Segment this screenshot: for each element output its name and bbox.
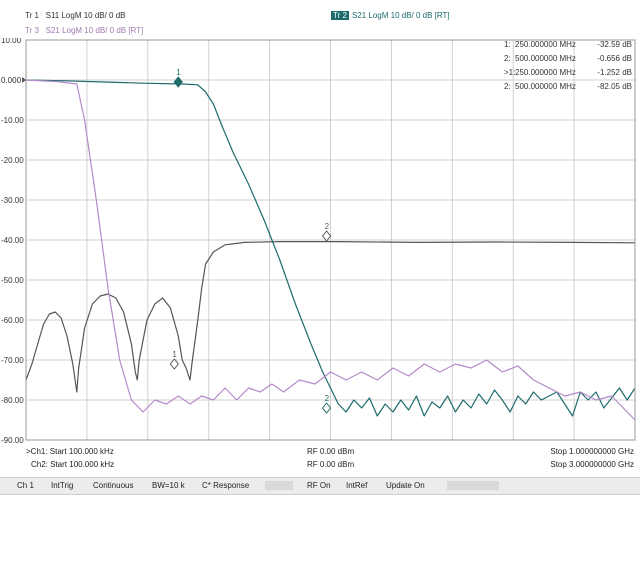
- marker-label: 2: [325, 394, 330, 403]
- ch1-stop-freq: Stop 1.000000000 GHz: [550, 447, 634, 456]
- marker-diamond: [173, 76, 183, 88]
- trace-plot[interactable]: 10.00 0.000 -10.00 -20.00 -30.00 -40.00 -50.00…: [0, 38, 640, 444]
- y-tick-label: -90.00: [1, 436, 24, 444]
- bandwidth-button[interactable]: BW=10 k: [152, 481, 185, 490]
- trace-2-id: Tr 2: [331, 11, 349, 20]
- channel-button[interactable]: Ch 1: [17, 481, 34, 490]
- y-tick-label: -80.00: [1, 396, 24, 405]
- update-button[interactable]: Update On: [386, 481, 425, 490]
- marker-readout-number: 2:: [504, 54, 511, 63]
- marker-readout-frequency: 250.000000 MHz: [515, 40, 576, 49]
- y-tick-label: -70.00: [1, 356, 24, 365]
- series-line-1: [25, 241, 636, 393]
- ch1-rf-power: RF 0.00 dBm: [307, 447, 355, 456]
- disabled-softkey: [447, 481, 499, 490]
- marker-readout-table: 1: 250.000000 MHz -32.59 dB 2: 500.000000 MH…: [504, 40, 632, 91]
- series-line-2: [25, 79, 636, 417]
- marker-label: 2: [325, 222, 330, 231]
- y-tick-label: -30.00: [1, 196, 24, 205]
- response-button[interactable]: C* Response: [202, 481, 250, 490]
- marker-readout-value: -32.59 dB: [597, 40, 632, 49]
- marker-label: 1: [176, 68, 181, 77]
- marker-label: 1: [172, 350, 177, 359]
- trigger-button[interactable]: IntTrig: [51, 481, 74, 490]
- trace-3-label[interactable]: Tr 3 S21 LogM 10 dB/ 0 dB [RT]: [25, 26, 143, 35]
- trace-lines: [25, 79, 636, 421]
- trace-1-desc: S11 LogM 10 dB/ 0 dB: [45, 11, 126, 20]
- marker-readout-number: >1:: [504, 68, 515, 77]
- y-tick-label: -40.00: [1, 236, 24, 245]
- trace-1-id: Tr 1: [25, 11, 39, 20]
- y-tick-label: 10.00: [1, 38, 22, 45]
- ch2-start-freq: Ch2: Start 100.000 kHz: [31, 460, 115, 469]
- marker-readout-value: -1.252 dB: [597, 68, 632, 77]
- trace-markers: 1 2 1 2: [169, 68, 332, 414]
- trace-1-label[interactable]: Tr 1 S11 LogM 10 dB/ 0 dB: [25, 11, 126, 20]
- plot-border: [25, 39, 636, 441]
- rf-power-button[interactable]: RF On: [307, 481, 331, 490]
- marker-diamond: [169, 358, 179, 370]
- marker-readout-frequency: 500.000000 MHz: [515, 82, 576, 91]
- plot-grid: [26, 40, 635, 440]
- ch1-start-freq: >Ch1: Start 100.000 kHz: [26, 447, 114, 456]
- marker-readout-frequency: 500.000000 MHz: [515, 54, 576, 63]
- trace-3-desc: S21 LogM 10 dB/ 0 dB [RT]: [45, 26, 144, 35]
- trace-2-desc: S21 LogM 10 dB/ 0 dB [RT]: [351, 11, 450, 20]
- trace-2-label[interactable]: Tr 2 S21 LogM 10 dB/ 0 dB [RT]: [331, 11, 450, 20]
- sweep-mode-button[interactable]: Continuous: [93, 481, 134, 490]
- reference-button[interactable]: IntRef: [346, 481, 368, 490]
- trace-3-id: Tr 3: [25, 26, 39, 35]
- y-tick-label: -60.00: [1, 316, 24, 325]
- y-tick-label: -50.00: [1, 276, 24, 285]
- y-axis-labels: 10.00 0.000 -10.00 -20.00 -30.00 -40.00 -50.00…: [1, 38, 26, 444]
- trace-header: Tr 1 S11 LogM 10 dB/ 0 dB Tr 3 S21 LogM …: [0, 0, 640, 38]
- series-line-3: [25, 79, 636, 421]
- marker-diamond: [321, 230, 332, 242]
- channel-status-area: >Ch1: Start 100.000 kHz Ch2: Start 100.0…: [0, 444, 640, 474]
- marker-readout-number: 1:: [504, 40, 511, 49]
- disabled-softkey: [265, 481, 293, 490]
- y-tick-label: -10.00: [1, 116, 24, 125]
- marker-readout-number: 2:: [504, 82, 511, 91]
- marker-readout-value: -0.656 dB: [597, 54, 632, 63]
- marker-diamond: [321, 402, 332, 414]
- ch2-rf-power: RF 0.00 dBm: [307, 460, 355, 469]
- marker-readout-frequency: 250.000000 MHz: [515, 68, 576, 77]
- softkey-bar: Ch 1 IntTrig Continuous BW=10 k C* Respo…: [0, 477, 640, 495]
- marker-readout-value: -82.05 dB: [597, 82, 632, 91]
- y-tick-label: 0.000: [1, 76, 22, 85]
- reference-level-arrow: [22, 77, 26, 83]
- ch2-stop-freq: Stop 3.000000000 GHz: [550, 460, 634, 469]
- y-tick-label: -20.00: [1, 156, 24, 165]
